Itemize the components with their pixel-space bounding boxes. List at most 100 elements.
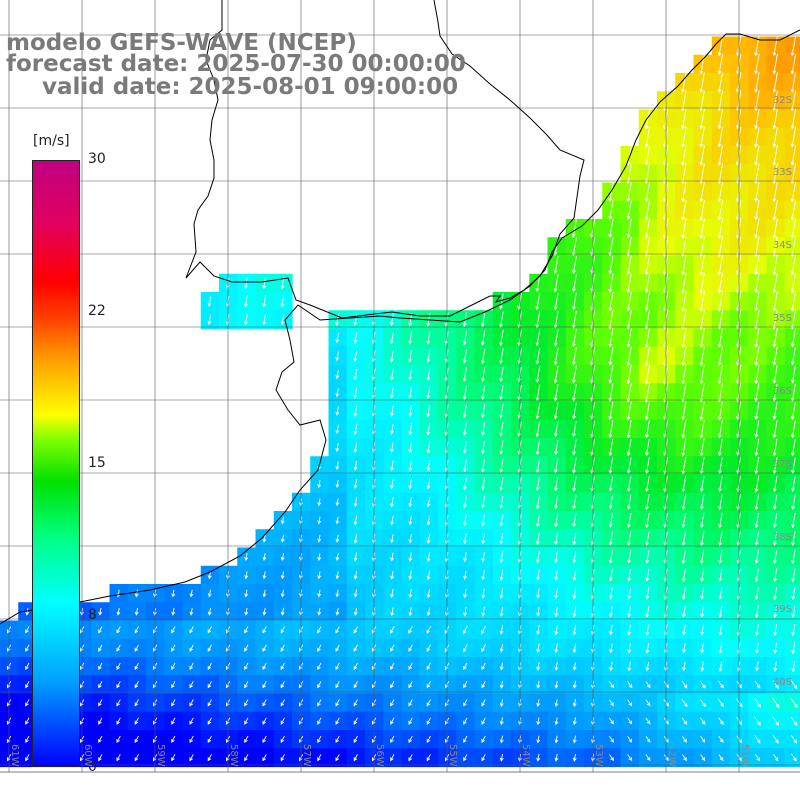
wind-arrow <box>681 419 687 439</box>
wind-arrow <box>644 145 651 166</box>
wind-arrow <box>790 716 798 726</box>
wind-arrow <box>389 386 394 399</box>
wind-arrow <box>390 699 395 707</box>
wind-arrow <box>754 680 761 689</box>
wind-arrow <box>682 754 687 761</box>
wind-arrow <box>699 531 705 547</box>
wind-arrow <box>189 754 194 762</box>
wind-arrow <box>480 404 486 419</box>
wind-arrow <box>772 438 778 457</box>
wind-arrow <box>571 255 577 275</box>
wind-arrow <box>426 478 431 490</box>
wind-arrow <box>463 717 468 725</box>
wind-arrow <box>389 349 394 363</box>
wind-arrow <box>499 458 504 473</box>
wind-arrow <box>390 534 394 544</box>
wind-arrow <box>608 587 613 600</box>
wind-arrow <box>535 292 541 311</box>
wind-arrow <box>772 254 778 276</box>
wind-arrow <box>754 108 760 130</box>
wind-arrow <box>280 295 285 308</box>
wind-arrow <box>682 661 686 672</box>
wind-arrow <box>627 717 633 725</box>
wind-arrow <box>317 479 322 489</box>
wind-arrow <box>572 421 577 438</box>
wind-arrow <box>773 661 778 672</box>
lon-label: 57W <box>301 744 312 767</box>
wind-arrow <box>718 735 724 743</box>
wind-arrow <box>699 145 705 166</box>
wind-arrow <box>553 311 559 329</box>
wind-arrow <box>481 551 486 563</box>
wind-arrow <box>463 607 467 617</box>
wind-arrow <box>681 181 687 203</box>
wind-arrow <box>353 350 358 362</box>
wind-arrow <box>481 477 486 491</box>
wind-arrow <box>426 331 431 346</box>
wind-arrow <box>499 329 504 347</box>
wind-cell <box>784 36 800 56</box>
wind-arrow <box>717 126 724 148</box>
wind-arrow <box>463 588 467 599</box>
wind-arrow <box>572 680 577 689</box>
wind-arrow <box>481 440 486 455</box>
wind-arrow <box>772 735 779 744</box>
wind-arrow <box>627 642 632 654</box>
wind-arrow <box>699 199 705 221</box>
wind-arrow <box>499 735 504 744</box>
wind-cell <box>784 638 800 658</box>
wind-arrow <box>353 368 358 381</box>
wind-arrow <box>353 515 358 526</box>
wind-arrow <box>572 532 577 546</box>
wind-arrow <box>481 662 486 670</box>
wind-arrow <box>317 717 322 725</box>
wind-arrow <box>754 181 760 203</box>
wind-arrow <box>754 53 760 75</box>
wind-arrow <box>536 606 540 617</box>
wind-arrow <box>535 550 540 564</box>
wind-arrow <box>353 589 358 598</box>
wind-arrow <box>390 735 395 744</box>
wind-arrow <box>335 516 340 525</box>
wind-arrow <box>554 569 559 582</box>
wind-arrow <box>681 605 686 618</box>
wind-arrow <box>609 661 613 672</box>
wind-arrow <box>718 605 723 618</box>
wind-arrow <box>480 348 486 365</box>
wind-arrow <box>535 513 540 528</box>
wind-arrow <box>262 717 267 725</box>
wind-arrow <box>462 330 468 346</box>
wind-arrow <box>499 385 504 401</box>
wind-arrow <box>553 421 559 438</box>
wind-arrow <box>481 495 486 509</box>
wind-arrow <box>535 458 541 474</box>
wind-arrow <box>317 571 322 580</box>
wind-arrow <box>754 383 760 403</box>
wind-arrow <box>390 423 394 435</box>
wind-arrow <box>536 643 540 654</box>
wind-arrow <box>626 401 632 421</box>
wind-arrow <box>571 384 577 402</box>
wind-arrow <box>116 754 121 762</box>
wind-arrow <box>353 405 358 417</box>
wind-cell <box>784 584 800 603</box>
wind-arrow <box>681 254 687 276</box>
wind-arrow <box>481 625 487 635</box>
wind-arrow <box>609 736 614 743</box>
wind-arrow <box>681 218 687 239</box>
lon-label: 60W <box>82 744 93 767</box>
wind-arrow <box>754 273 760 294</box>
wind-arrow <box>353 442 358 453</box>
wind-arrow <box>700 661 705 672</box>
wind-arrow <box>699 126 705 148</box>
wind-arrow <box>98 754 103 762</box>
wind-arrow <box>554 643 559 654</box>
wind-arrow <box>681 108 687 130</box>
wind-arrow <box>790 438 796 457</box>
wind-arrow <box>189 589 194 598</box>
wind-arrow <box>335 662 340 670</box>
wind-arrow <box>244 589 249 598</box>
wind-arrow <box>353 699 358 707</box>
wind-arrow <box>317 735 322 744</box>
wind-arrow <box>608 531 613 546</box>
